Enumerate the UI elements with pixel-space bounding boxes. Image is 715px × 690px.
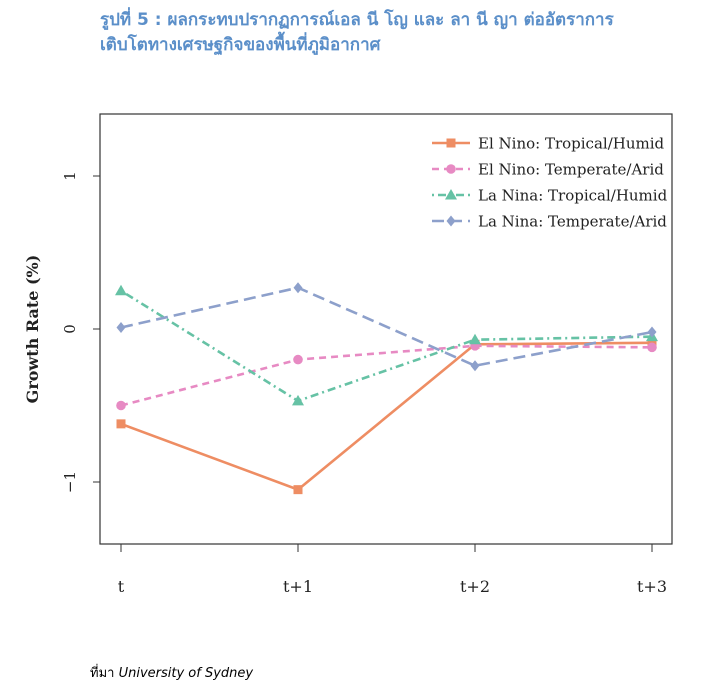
x-tick-label: t+3 bbox=[637, 577, 667, 596]
data-point bbox=[445, 189, 457, 200]
data-point bbox=[116, 419, 126, 429]
series-3 bbox=[115, 284, 658, 406]
source-prefix: ที่มา bbox=[90, 666, 115, 681]
series-line bbox=[120, 341, 653, 492]
series-4 bbox=[116, 282, 657, 372]
x-tick-label: t+2 bbox=[460, 577, 490, 596]
series-layer bbox=[115, 282, 658, 495]
legend-label: La Nina: Temperate/Arid bbox=[478, 213, 667, 231]
series-line bbox=[120, 286, 653, 368]
legend-item: La Nina: Tropical/Humid bbox=[432, 187, 668, 205]
figure-title-line-2: เติบโตทางเศรษฐกิจของพื้นที่ภูมิอากาศ bbox=[100, 35, 381, 55]
plot-frame bbox=[99, 113, 673, 545]
data-point bbox=[116, 321, 126, 333]
source-note: ที่มา University of Sydney bbox=[90, 662, 253, 683]
x-tick-label: t+1 bbox=[283, 577, 313, 596]
data-point bbox=[446, 164, 456, 174]
y-axis: −1 0 1 bbox=[61, 171, 100, 493]
legend-item: El Nino: Temperate/Arid bbox=[432, 161, 664, 179]
figure-title: รูปที่ 5 : ผลกระทบปรากฏการณ์เอล นี โญ แล… bbox=[100, 8, 700, 58]
data-point bbox=[115, 284, 127, 296]
legend-label: El Nino: Temperate/Arid bbox=[478, 161, 664, 179]
data-point bbox=[647, 342, 657, 353]
data-point bbox=[293, 354, 303, 365]
x-axis: t t+1 t+2 t+3 bbox=[118, 543, 667, 596]
source-text: University of Sydney bbox=[118, 666, 254, 681]
figure-title-line-1: รูปที่ 5 : ผลกระทบปรากฏการณ์เอล นี โญ แล… bbox=[100, 10, 614, 30]
data-point bbox=[446, 215, 456, 227]
data-point bbox=[293, 485, 303, 495]
data-point bbox=[292, 394, 304, 406]
legend-label: El Nino: Tropical/Humid bbox=[478, 135, 665, 153]
x-tick-label: t bbox=[118, 577, 125, 596]
legend: El Nino: Tropical/Humid El Nino: Temperat… bbox=[432, 135, 668, 231]
y-tick-label: 1 bbox=[61, 171, 79, 181]
legend-item: La Nina: Temperate/Arid bbox=[432, 213, 667, 231]
legend-item: El Nino: Tropical/Humid bbox=[432, 135, 665, 153]
y-tick-label: −1 bbox=[61, 471, 79, 493]
series-1 bbox=[116, 338, 657, 495]
data-point bbox=[293, 282, 303, 294]
y-tick-label: 0 bbox=[61, 324, 79, 334]
series-2 bbox=[116, 341, 657, 411]
data-point bbox=[116, 400, 126, 411]
data-point bbox=[647, 326, 657, 338]
series-line bbox=[120, 344, 653, 407]
data-point bbox=[469, 333, 481, 345]
data-point bbox=[446, 138, 456, 148]
legend-label: La Nina: Tropical/Humid bbox=[478, 187, 668, 205]
data-point bbox=[470, 360, 480, 372]
y-axis-label: Growth Rate (%) bbox=[23, 255, 42, 404]
